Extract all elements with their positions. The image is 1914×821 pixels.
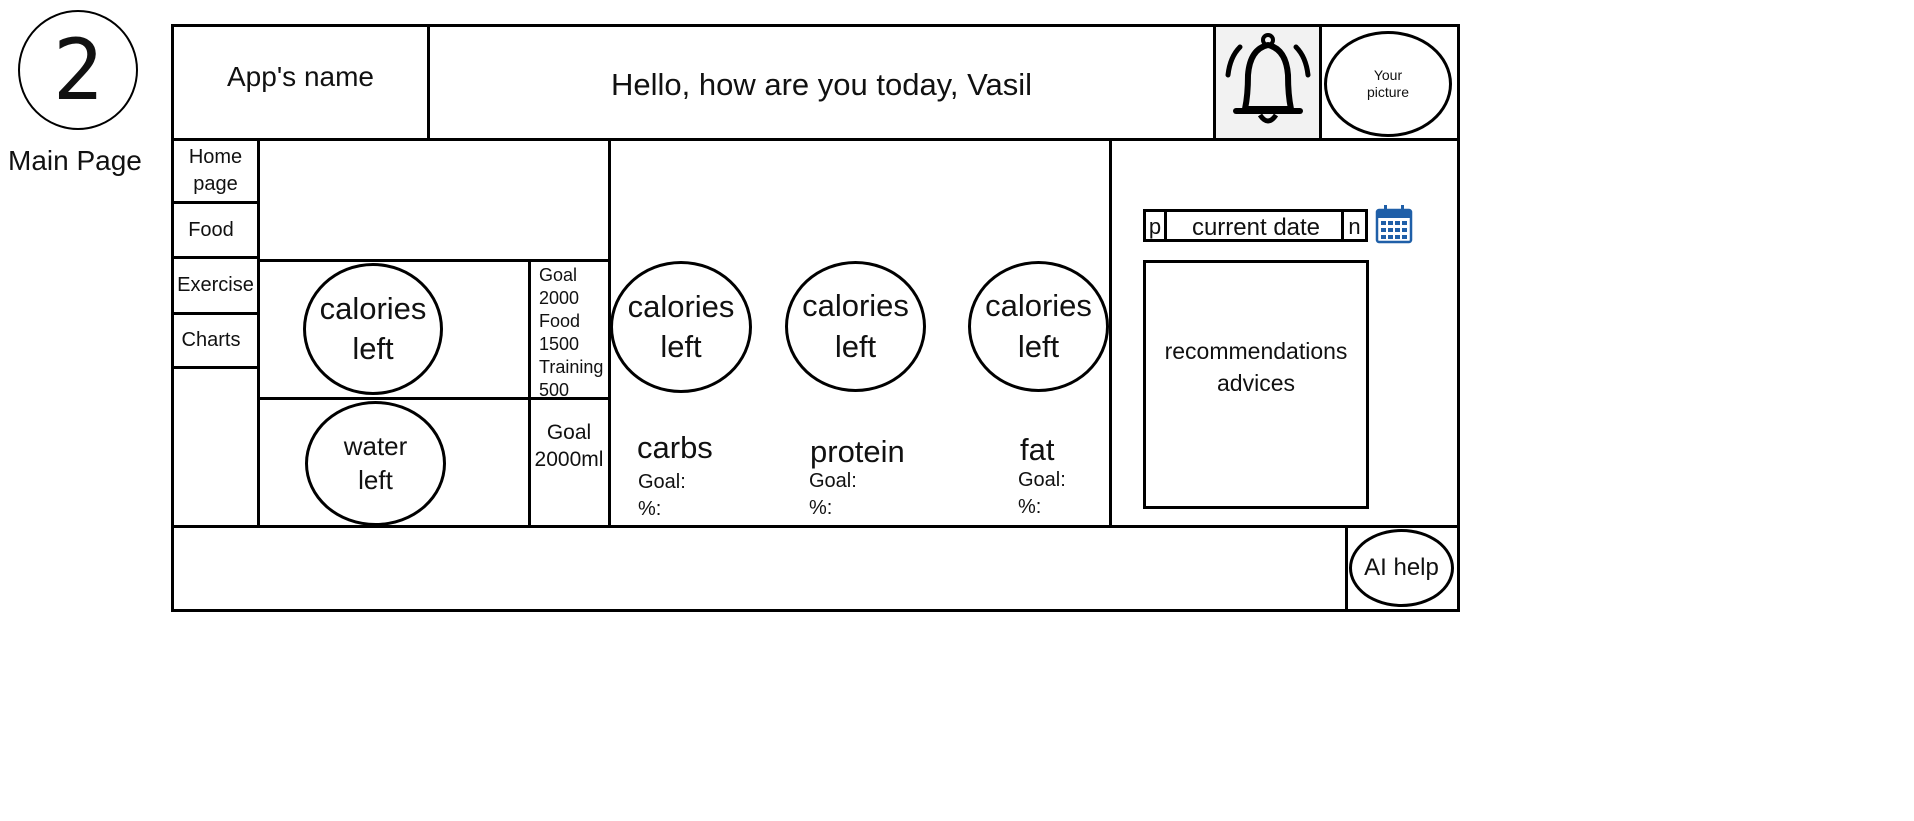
summary-inner-divider <box>528 259 531 527</box>
training-label: Training <box>539 357 604 377</box>
sidebar-sep-4 <box>171 366 259 369</box>
summary-top-divider <box>257 259 610 262</box>
footer-ai-divider <box>1345 525 1348 610</box>
sidebar-item-charts[interactable]: Charts <box>181 329 241 351</box>
prev-date-button[interactable]: p <box>1146 211 1167 242</box>
calories-breakdown: Goal 2000 Food 1500 Training 500 <box>539 264 609 402</box>
page-label: Main Page <box>8 145 142 176</box>
greeting-divider <box>1213 24 1216 139</box>
calendar-icon <box>1375 205 1413 244</box>
app-name-divider <box>427 24 430 139</box>
next-date-button[interactable]: n <box>1341 211 1365 242</box>
sidebar-item-food[interactable]: Food <box>188 218 234 241</box>
current-date[interactable]: current date <box>1191 214 1321 241</box>
page-number: 2 <box>52 21 104 119</box>
notifications-button[interactable] <box>1216 27 1320 138</box>
page-number-badge: 2 <box>18 10 138 130</box>
fat-percent: %: <box>1018 496 1042 518</box>
sidebar-sep-2 <box>171 256 259 259</box>
water-left-circle: water left <box>305 401 446 526</box>
calories-goal-label: Goal <box>539 265 578 285</box>
calories-goal-value: 2000 <box>539 288 580 308</box>
macros-right-divider <box>1109 138 1112 527</box>
profile-picture[interactable]: Your picture <box>1324 31 1452 137</box>
app-frame <box>171 24 1460 612</box>
app-name[interactable]: App's name <box>227 61 374 92</box>
protein-label: protein <box>810 434 905 469</box>
fat-circle: calories left <box>968 261 1109 392</box>
footer-divider <box>171 525 1460 528</box>
sidebar-sep-1 <box>171 201 259 204</box>
carbs-goal: Goal: <box>638 471 686 493</box>
date-navigator <box>1143 209 1368 242</box>
fat-goal: Goal: <box>1018 469 1066 491</box>
food-value: 1500 <box>539 334 580 354</box>
protein-circle: calories left <box>785 261 926 392</box>
calendar-button[interactable] <box>1375 204 1413 244</box>
summary-right-divider <box>608 138 611 525</box>
fat-label: fat <box>1020 432 1055 467</box>
training-value: 500 <box>539 380 570 400</box>
water-goal: Goal 2000ml <box>534 420 604 471</box>
carbs-circle: calories left <box>610 261 752 393</box>
header-divider <box>171 138 1460 141</box>
bell-divider <box>1319 24 1322 139</box>
protein-goal: Goal: <box>809 470 857 492</box>
protein-percent: %: <box>809 497 833 519</box>
carbs-label: carbs <box>637 430 713 465</box>
sidebar-item-exercise[interactable]: Exercise <box>177 274 254 296</box>
bell-icon <box>1225 32 1311 123</box>
ai-help-button[interactable]: AI help <box>1349 529 1454 607</box>
calories-left-circle: calories left <box>303 263 443 395</box>
recommendations-panel: recommendations advices <box>1143 260 1369 509</box>
sidebar-item-home[interactable]: Home page <box>188 146 243 195</box>
greeting-text: Hello, how are you today, Vasil <box>610 67 1032 102</box>
summary-mid-divider <box>257 397 610 400</box>
food-label: Food <box>539 311 581 331</box>
carbs-percent: %: <box>638 498 662 520</box>
sidebar-divider <box>257 138 260 527</box>
sidebar-sep-3 <box>171 312 259 315</box>
